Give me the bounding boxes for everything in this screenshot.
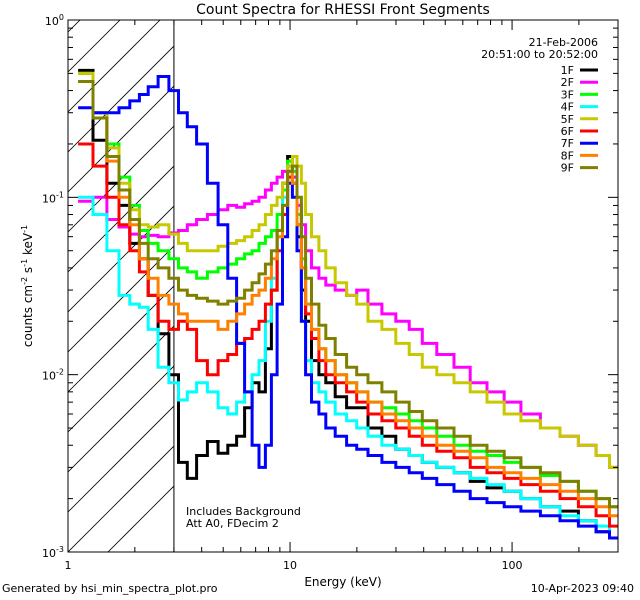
chart-title: Count Spectra for RHESSI Front Segments bbox=[196, 2, 490, 18]
legend-label: 7F bbox=[561, 137, 574, 150]
y-tick-label: 10-3 bbox=[42, 545, 64, 560]
hatch-line bbox=[68, 85, 174, 193]
y-tick-label: 10-2 bbox=[42, 368, 64, 383]
legend-label: 8F bbox=[561, 149, 574, 162]
hatch-line bbox=[68, 45, 174, 153]
hatch-line bbox=[68, 445, 174, 552]
legend-label: 4F bbox=[561, 101, 574, 114]
y-tick-label: 100 bbox=[45, 13, 64, 28]
y-axis-label: counts cm-2 s-1 keV-1 bbox=[20, 225, 35, 347]
legend-label: 6F bbox=[561, 125, 574, 138]
note-attenuator: Att A0, FDecim 2 bbox=[186, 517, 279, 530]
legend-label: 9F bbox=[561, 162, 574, 175]
x-tick-label: 10 bbox=[283, 559, 297, 572]
hatch-line bbox=[68, 285, 174, 393]
hatch-line bbox=[68, 165, 174, 273]
hatch-line bbox=[68, 205, 174, 313]
hatch-line bbox=[107, 485, 174, 552]
note-background: Includes Background bbox=[186, 505, 301, 518]
date-label: 21-Feb-2006 bbox=[529, 36, 598, 49]
x-tick-label: 100 bbox=[502, 559, 523, 572]
legend-label: 1F bbox=[561, 64, 574, 77]
plot-frame bbox=[67, 19, 619, 553]
hatch-line bbox=[68, 325, 174, 433]
time-range-label: 20:51:00 to 20:52:00 bbox=[481, 48, 598, 61]
series-7f bbox=[78, 75, 618, 540]
hatch-line bbox=[68, 405, 174, 513]
footer-generated-by: Generated by hsi_min_spectra_plot.pro bbox=[2, 582, 218, 595]
series-group bbox=[78, 20, 618, 552]
axes: 1 10 100 100 10-1 10-2 10-3 bbox=[42, 13, 619, 572]
legend-label: 3F bbox=[561, 88, 574, 101]
series-9f bbox=[78, 80, 618, 509]
footer-timestamp: 10-Apr-2023 09:40 bbox=[530, 582, 634, 595]
series-5f bbox=[78, 71, 618, 469]
y-tick-label: 10-1 bbox=[42, 190, 64, 205]
series-8f bbox=[78, 80, 618, 518]
hatch-line bbox=[68, 125, 174, 233]
series-4f bbox=[78, 164, 618, 540]
x-tick-label: 1 bbox=[65, 559, 72, 572]
legend-label: 5F bbox=[561, 113, 574, 126]
x-axis-label: Energy (keV) bbox=[304, 575, 381, 589]
legend-label: 2F bbox=[561, 76, 574, 89]
